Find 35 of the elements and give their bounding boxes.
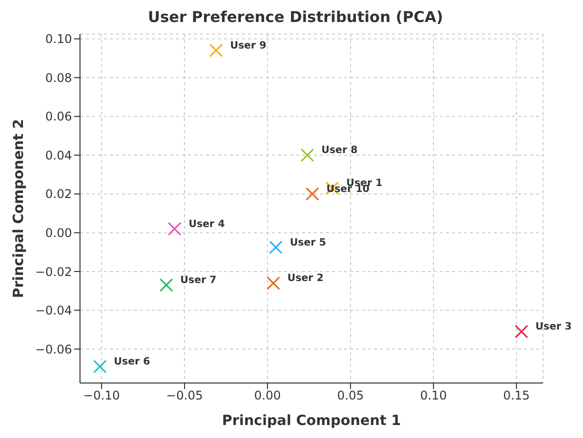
x-tick-label: 0.15	[503, 388, 530, 403]
point	[209, 44, 223, 58]
y-tick-label: 0.08	[45, 70, 72, 85]
y-tick-label: −0.04	[35, 304, 72, 318]
x-tick-label: 0.10	[420, 388, 447, 403]
y-axis-title: Principal Component 2	[10, 118, 27, 298]
point	[306, 187, 320, 201]
y-tick-label: 0.06	[45, 110, 72, 124]
point	[300, 148, 314, 162]
series-label: User 6	[114, 356, 150, 368]
x-axis-title: Principal Component 1	[222, 413, 402, 429]
point	[159, 278, 174, 292]
series-label: User 8	[321, 145, 358, 156]
point	[266, 276, 280, 290]
series-label: User 4	[188, 218, 225, 230]
point	[269, 240, 283, 254]
chart-title: User Preference Distribution (PCA)	[146, 8, 444, 28]
series-label: User 3	[535, 322, 572, 333]
x-tick-label: 0.00	[254, 388, 281, 403]
y-tick-label: 0.04	[45, 148, 72, 162]
series-label: User 7	[180, 275, 217, 286]
x-tick-label: −0.05	[166, 388, 203, 403]
point	[168, 222, 182, 236]
x-tick-label: −0.10	[83, 388, 120, 403]
y-tick-label: 0.02	[45, 187, 72, 202]
series-label: User 5	[290, 237, 326, 248]
series-label: User 9	[230, 40, 266, 52]
y-tick-label: 0.10	[45, 32, 72, 46]
x-tick-label: 0.05	[337, 388, 364, 403]
series-label: User 2	[287, 273, 324, 284]
point	[93, 360, 107, 374]
y-tick-label: −0.02	[35, 264, 72, 279]
point	[514, 324, 528, 338]
y-tick-label: 0.00	[45, 226, 72, 240]
y-tick-label: −0.06	[35, 342, 72, 356]
